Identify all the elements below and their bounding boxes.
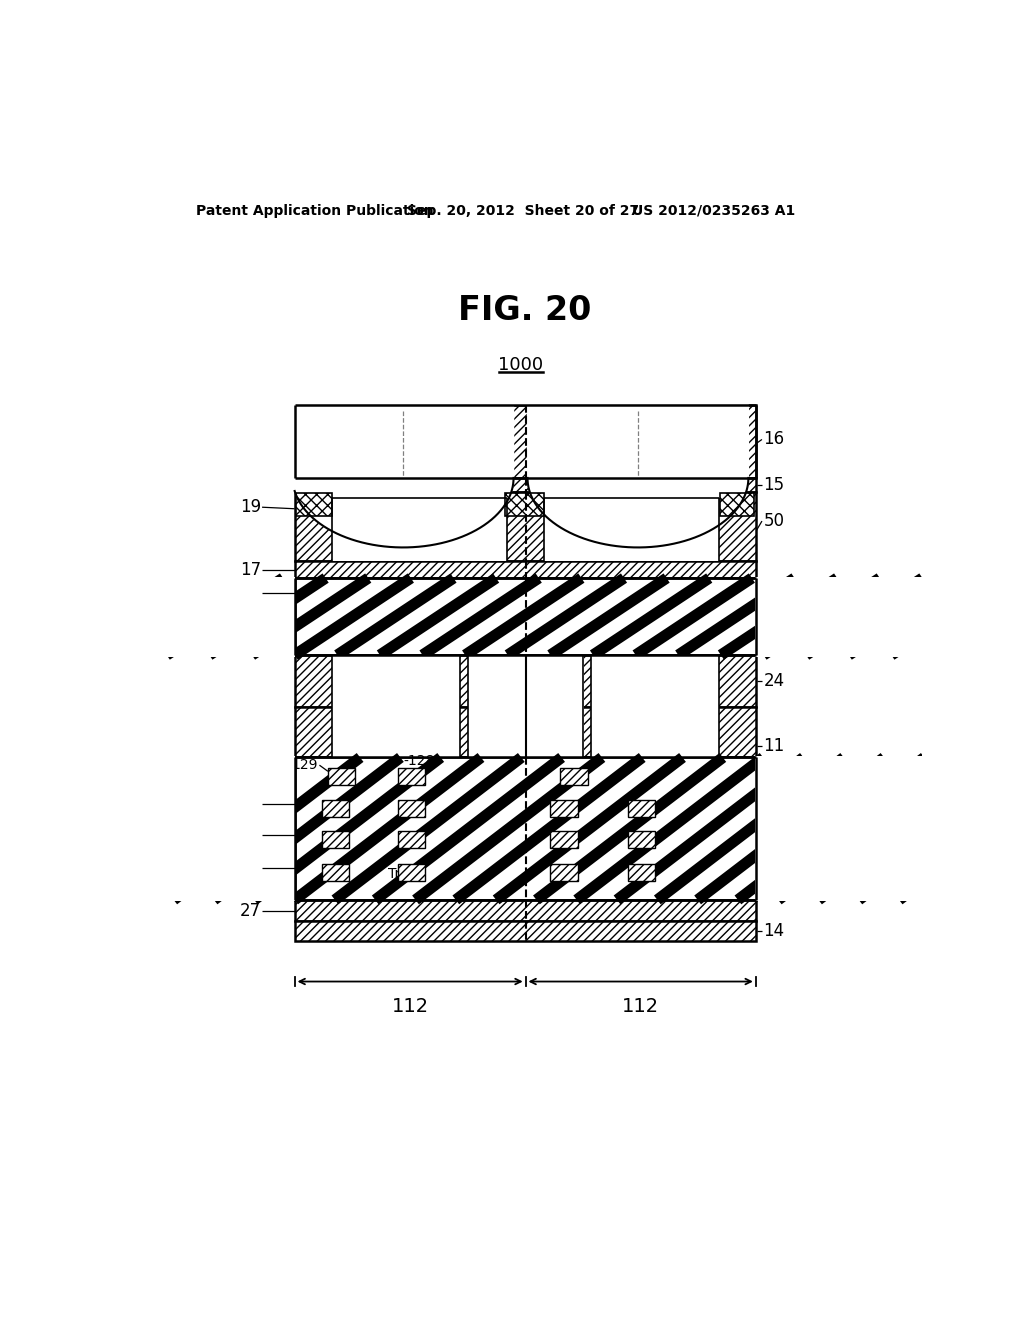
- Text: Tr: Tr: [388, 867, 400, 880]
- Bar: [295, 405, 756, 478]
- Bar: [755, 577, 987, 656]
- Bar: [332, 708, 460, 758]
- Bar: [128, 756, 295, 902]
- Bar: [295, 921, 756, 941]
- Bar: [397, 800, 425, 817]
- Bar: [397, 768, 425, 785]
- Text: FIG. 20: FIG. 20: [458, 294, 592, 327]
- Bar: [628, 830, 655, 847]
- Bar: [550, 800, 578, 817]
- Text: 50: 50: [764, 512, 784, 531]
- Bar: [295, 708, 756, 758]
- Text: 261: 261: [234, 862, 261, 875]
- Text: 129: 129: [292, 758, 317, 772]
- Bar: [332, 655, 460, 708]
- Text: 19: 19: [241, 498, 261, 516]
- Bar: [295, 561, 756, 578]
- Bar: [322, 863, 349, 880]
- Text: US 2012/0235263 A1: US 2012/0235263 A1: [632, 203, 795, 218]
- Text: 261: 261: [234, 828, 261, 842]
- Bar: [397, 830, 425, 847]
- Bar: [397, 863, 425, 880]
- Text: 16: 16: [764, 430, 784, 449]
- Text: 27: 27: [241, 902, 261, 920]
- Text: 24: 24: [764, 672, 784, 690]
- Bar: [755, 756, 987, 902]
- Bar: [332, 498, 507, 561]
- Bar: [560, 768, 588, 785]
- Text: Patent Application Publication: Patent Application Publication: [197, 203, 434, 218]
- Bar: [295, 900, 756, 921]
- Bar: [628, 863, 655, 880]
- Text: -128: -128: [403, 754, 434, 767]
- Text: 18: 18: [241, 585, 261, 602]
- Bar: [328, 768, 355, 785]
- Bar: [295, 655, 756, 708]
- Bar: [295, 758, 756, 900]
- Text: 1000: 1000: [499, 356, 544, 374]
- Text: 26: 26: [770, 820, 791, 838]
- Text: Sep. 20, 2012  Sheet 20 of 27: Sep. 20, 2012 Sheet 20 of 27: [407, 203, 639, 218]
- Bar: [468, 708, 584, 758]
- Bar: [295, 405, 756, 478]
- Bar: [720, 494, 755, 516]
- Polygon shape: [295, 405, 749, 548]
- Bar: [550, 830, 578, 847]
- Bar: [550, 863, 578, 880]
- Text: 112: 112: [391, 997, 429, 1016]
- Bar: [628, 800, 655, 817]
- Text: 112: 112: [623, 997, 659, 1016]
- Bar: [506, 494, 544, 516]
- Bar: [468, 655, 584, 708]
- Bar: [322, 800, 349, 817]
- Text: 261: 261: [234, 797, 261, 810]
- Text: 11: 11: [764, 737, 784, 755]
- Bar: [295, 578, 756, 655]
- Bar: [296, 494, 332, 516]
- Bar: [591, 655, 719, 708]
- Text: 14: 14: [764, 923, 784, 940]
- Bar: [295, 492, 756, 561]
- Bar: [295, 478, 756, 492]
- Polygon shape: [293, 405, 514, 548]
- Bar: [322, 830, 349, 847]
- Bar: [544, 498, 719, 561]
- Text: 17: 17: [241, 561, 261, 578]
- Bar: [591, 708, 719, 758]
- Text: 15: 15: [764, 477, 784, 494]
- Bar: [128, 577, 295, 656]
